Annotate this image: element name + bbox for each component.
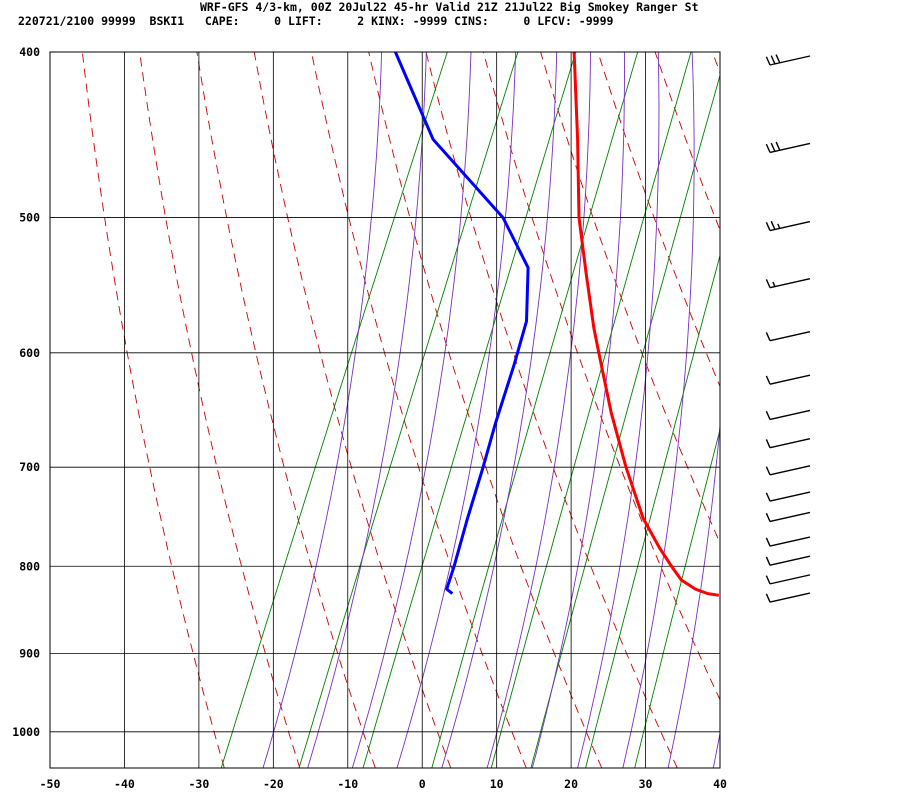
dry-adiabat-line [81,52,225,768]
wind-barb [765,574,811,585]
station-indices: 220721/2100 99999 BSKI1 CAPE: 0 LIFT: 2 … [18,14,614,28]
grid [49,51,721,768]
moist-adiabat-line [531,52,625,768]
mixing-ratio-line [298,52,519,768]
moist-adiabat-line [396,52,517,768]
x-tick-label: 30 [639,777,653,791]
dry-adiabat-line [540,52,720,544]
x-tick-label: 0 [419,777,426,791]
temperature-profile [572,52,720,597]
plot-frame [49,51,721,769]
wind-barb [765,555,811,566]
dry-adiabat-line [868,14,900,768]
y-tick-label: 1000 [12,725,40,739]
y-tick-label: 900 [19,647,40,661]
dry-adiabat-line [812,14,900,768]
wind-barb [765,536,811,547]
y-tick-label: 400 [19,45,40,59]
moist-adiabat-line [712,730,720,768]
mixing-ratio-line [490,52,692,768]
dry-adiabat-line [654,52,720,232]
chart-title: WRF-GFS 4/3-km, 00Z 20Jul22 45-hr Valid … [200,0,699,14]
mixing-ratio-line [585,253,720,768]
x-tick-label: -40 [114,777,135,791]
wind-barb [765,330,811,342]
x-tick-labels: -50 -40 -30 -20 -10 0 10 20 30 40 [40,777,727,791]
moist-adiabat-line [577,52,660,768]
dry-adiabat-line [310,52,527,768]
moist-adiabat-line [307,52,427,768]
y-tick-label: 700 [19,460,40,474]
moist-adiabat-line [667,420,720,768]
moist-adiabat-line [486,52,591,768]
wind-barb [765,592,811,603]
y-tick-label: 500 [19,211,40,225]
wind-barb [765,374,811,385]
y-tick-label: 800 [19,559,40,573]
dry-adiabat-line [425,52,678,768]
dry-adiabat-line [711,52,720,75]
wind-barb [765,141,811,154]
mixing-ratio-line [431,52,639,768]
wind-barbs [765,54,811,603]
x-tick-label: -50 [40,777,61,791]
mixing-ratio-line [220,52,448,768]
y-tick-label: 600 [19,346,40,360]
mixing-ratio-line [634,427,720,768]
x-tick-label: 10 [490,777,504,791]
background-lines [81,14,900,768]
moist-adiabat-line [262,52,383,768]
dry-adiabat-line [482,52,720,701]
wind-barb [765,491,811,502]
mixing-ratio-line [530,73,720,768]
wind-barb [765,220,811,232]
wind-barb [765,438,811,449]
wind-barb [765,511,811,523]
dry-adiabat-line [368,52,603,768]
dry-adiabat-line [755,14,900,768]
wind-barb [765,409,811,421]
moist-adiabat-line [622,52,695,768]
x-tick-label: -30 [188,777,209,791]
dry-adiabat-line [139,52,301,768]
dry-adiabat-line [253,52,452,768]
moist-adiabat-line [351,52,472,768]
mixing-ratio-line [362,52,577,768]
dry-adiabat-line [597,52,720,388]
wind-barb [765,277,811,289]
x-tick-label: 20 [564,777,578,791]
y-tick-labels: 400 500 600 700 800 900 1000 [12,45,40,739]
profile-lines [394,52,720,597]
wind-barb [765,465,811,476]
moist-adiabat-line [441,52,558,768]
x-tick-label: -20 [263,777,284,791]
x-tick-label: -10 [337,777,358,791]
x-tick-label: 40 [713,777,727,791]
dewpoint-profile [394,52,530,595]
wind-barb [765,54,811,66]
